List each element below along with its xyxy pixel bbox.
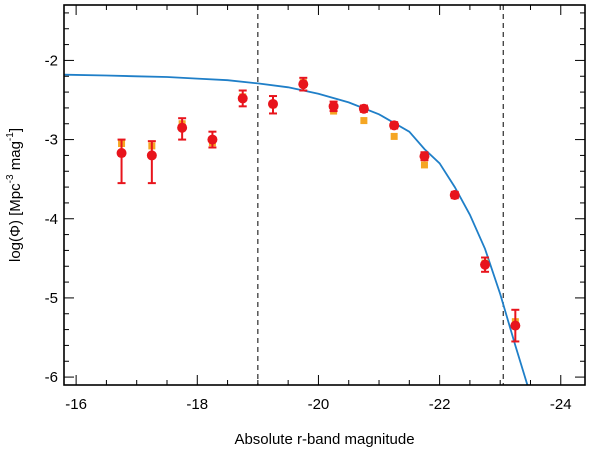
red-circle-marker [358,103,369,114]
red-circle-marker [177,122,188,133]
x-tick-label: -24 [550,396,572,413]
red-circle-marker [207,134,218,145]
x-tick-labels: -16 -18 -20 -22 -24 [65,396,571,413]
model-curve-layer [64,73,529,385]
red-point [116,138,127,185]
red-circle-marker [419,151,430,162]
red-point [389,120,400,131]
x-tick-label: -18 [186,396,208,413]
plot-frame [63,4,586,386]
orange-square-point [420,161,428,169]
red-point [358,103,369,114]
vertical-reference-lines [257,5,504,385]
y-axis-title-prefix: log(Φ) [Mpc [7,183,24,262]
y-tick-label: -2 [45,52,58,69]
red-point [480,256,491,273]
x-tick-label: -20 [308,396,330,413]
red-point [419,151,430,162]
model-curve [64,73,529,385]
red-points-layer [116,76,521,343]
y-axis-title: log(Φ) [Mpc-3 mag-1] [5,128,24,262]
red-circle-marker [328,101,339,112]
y-axis-title-exp1: -3 [5,174,16,183]
y-axis-title-suffix: ] [7,128,24,132]
orange-square-point [360,117,368,125]
red-circle-marker [389,120,400,131]
red-circle-marker [298,79,309,90]
x-tick-label: -22 [429,396,451,413]
red-point [207,130,218,149]
y-tick-label: -5 [45,290,58,307]
y-axis-title-mid: mag [7,141,24,174]
y-tick-label: -3 [45,132,58,149]
red-point [146,140,157,185]
orange-points-layer [118,79,519,326]
x-tick-label: -16 [65,396,87,413]
red-point [177,117,188,141]
red-circle-marker [116,148,127,159]
red-circle-marker [146,150,157,161]
y-tick-labels: -2 -3 -4 -5 -6 [45,52,58,386]
red-circle-marker [237,93,248,104]
red-point [328,100,339,113]
y-tick-label: -6 [45,369,58,386]
red-point [237,89,248,108]
y-axis-title-exp2: -1 [5,132,16,141]
red-point [449,190,460,200]
red-point [510,308,521,343]
red-point [268,95,279,115]
axis-ticks [64,5,585,385]
red-circle-marker [480,259,491,270]
x-axis-title: Absolute r-band magnitude [234,431,414,448]
red-circle-marker [449,190,460,200]
red-circle-marker [510,320,521,331]
red-circle-marker [268,98,279,109]
y-tick-label: -4 [45,211,58,228]
red-point [298,76,309,92]
orange-square-point [390,132,398,140]
